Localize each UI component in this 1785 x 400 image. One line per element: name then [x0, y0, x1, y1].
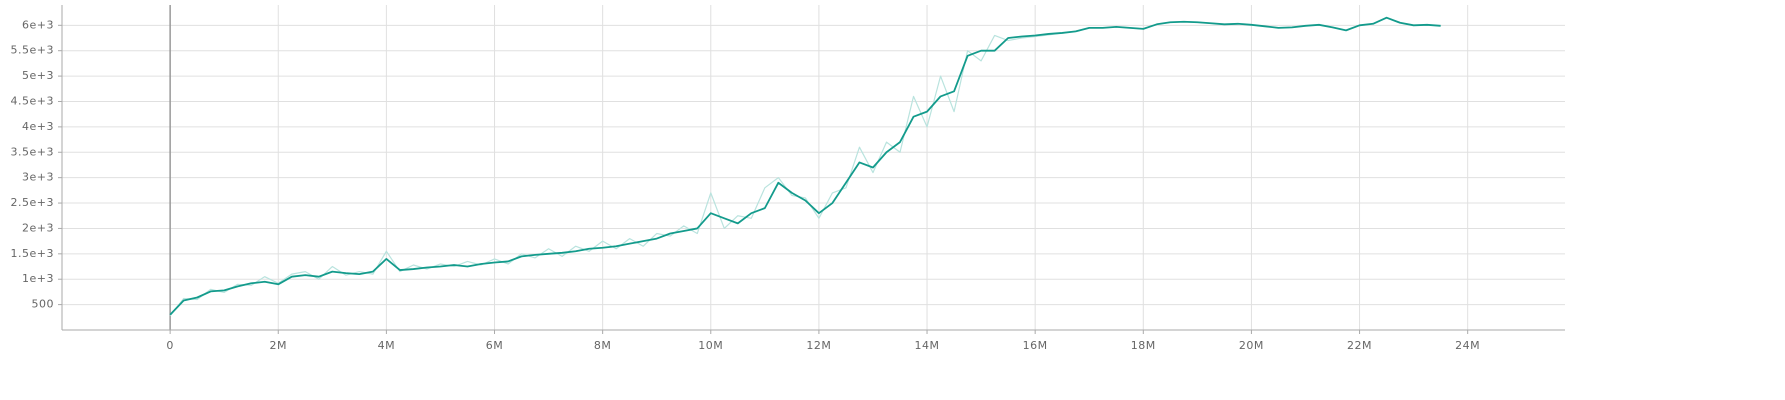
y-tick-label: 5e+3 — [22, 69, 54, 82]
series-line — [169, 17, 1441, 317]
x-tick-label: 2M — [270, 339, 288, 352]
y-tick-label: 6e+3 — [22, 18, 54, 31]
series-line — [169, 16, 1441, 316]
y-tick-label: 500 — [32, 298, 55, 311]
y-tick-label: 1e+3 — [22, 272, 54, 285]
x-tick-label: 4M — [378, 339, 396, 352]
y-tick-label: 3.5e+3 — [11, 145, 54, 158]
x-tick-label: 22M — [1347, 339, 1372, 352]
x-tick-label: 20M — [1239, 339, 1264, 352]
x-tick-label: 0 — [166, 339, 174, 352]
y-tick-label: 5.5e+3 — [11, 44, 54, 57]
x-tick-label: 16M — [1023, 339, 1048, 352]
x-tick-label: 18M — [1131, 339, 1156, 352]
x-tick-label: 8M — [594, 339, 612, 352]
x-tick-label: 6M — [486, 339, 504, 352]
y-tick-label: 2.5e+3 — [11, 196, 54, 209]
y-tick-label: 4e+3 — [22, 120, 54, 133]
y-tick-label: 3e+3 — [22, 171, 54, 184]
y-tick-label: 2e+3 — [22, 221, 54, 234]
y-tick-label: 1.5e+3 — [11, 247, 54, 260]
x-tick-label: 14M — [915, 339, 940, 352]
x-tick-label: 12M — [806, 339, 831, 352]
y-tick-label: 4.5e+3 — [11, 94, 54, 107]
x-tick-label: 10M — [698, 339, 723, 352]
x-tick-label: 24M — [1455, 339, 1480, 352]
